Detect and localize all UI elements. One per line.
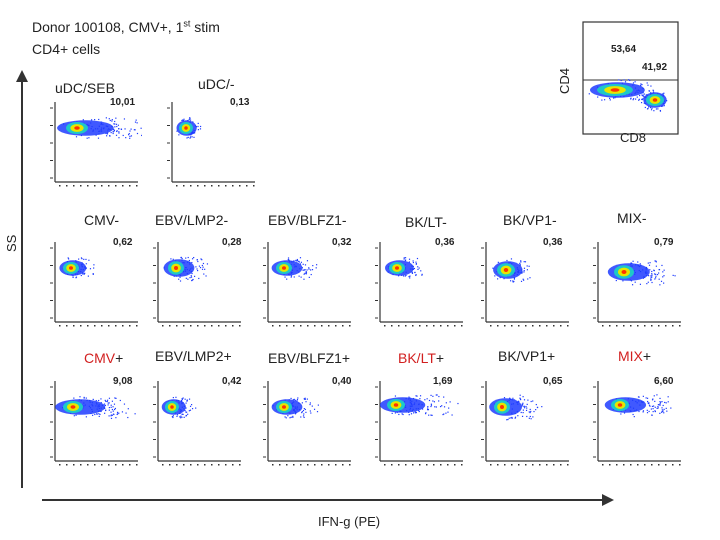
row-minus-label-4: BK/LT-: [405, 214, 447, 230]
row-minus-label-3: EBV/BLFZ1-: [268, 212, 347, 228]
row-plus-label-5: BK/VP1+: [498, 348, 556, 364]
row-plus-label-6: MIX+: [618, 348, 652, 364]
row-plus-label-1: CMV+: [84, 350, 124, 366]
title-line2: CD4+ cells: [32, 40, 101, 57]
control-label-seb: uDC/SEB: [55, 80, 115, 96]
cd4-upper-value: 53,64: [611, 44, 637, 55]
figure-title: Donor 100108, CMV+, 1st stim CD4+ cells: [32, 12, 220, 60]
row-plus-plot-3: [263, 381, 351, 466]
row-minus-value-2: 0,28: [222, 237, 242, 248]
ifng-axis-arrow: [42, 494, 614, 506]
row-minus-plot-6: [593, 242, 681, 327]
ss-axis-arrow: [16, 70, 28, 488]
row-plus-plot-5: [481, 381, 569, 466]
row-plus-value-3: 0,40: [332, 376, 352, 387]
control-plot-seb: [50, 102, 142, 187]
row-minus-label-5: BK/VP1-: [503, 212, 557, 228]
row-minus-plot-3: [263, 242, 351, 327]
row-minus-value-6: 0,79: [654, 237, 674, 248]
row-minus-plot-1: [50, 242, 138, 327]
cd4-lower-value: 41,92: [642, 62, 668, 73]
control-value-seb: 10,01: [110, 97, 136, 108]
cd8-axis-label: CD8: [620, 130, 647, 145]
row-plus-label-4: BK/LT+: [398, 350, 445, 366]
row-minus-value-1: 0,62: [113, 237, 133, 248]
row-minus-label-6: MIX-: [617, 210, 647, 226]
row-plus-plot-2: [153, 381, 241, 466]
ifng-axis-label: IFN-g (PE): [318, 514, 381, 529]
row-minus-value-4: 0,36: [435, 237, 455, 248]
row-plus-plot-6: [593, 381, 681, 466]
row-plus-plot-1: [50, 381, 138, 466]
row-plus-value-5: 0,65: [543, 376, 563, 387]
row-plus-plot-4: [375, 381, 463, 466]
control-plot-unstim: [167, 102, 255, 187]
ss-axis-label: SS: [4, 234, 19, 252]
row-minus-value-3: 0,32: [332, 237, 352, 248]
cd4-axis-label: CD4: [557, 67, 572, 94]
row-plus-value-6: 6,60: [654, 376, 674, 387]
control-label-unstim: uDC/-: [198, 76, 235, 92]
row-minus-plot-5: [481, 242, 569, 327]
row-minus-plot-4: [375, 242, 463, 327]
row-plus-value-1: 9,08: [113, 376, 133, 387]
row-plus-label-2: EBV/LMP2+: [155, 348, 232, 364]
row-plus-value-2: 0,42: [222, 376, 242, 387]
row-plus-label-3: EBV/BLFZ1+: [268, 350, 351, 366]
control-value-unstim: 0,13: [230, 97, 250, 108]
row-minus-label-2: EBV/LMP2-: [155, 212, 229, 228]
title-line1: Donor 100108, CMV+, 1st stim: [32, 18, 220, 35]
row-plus-value-4: 1,69: [433, 376, 453, 387]
row-minus-plot-2: [153, 242, 241, 327]
row-minus-label-1: CMV-: [84, 212, 119, 228]
row-minus-value-5: 0,36: [543, 237, 563, 248]
cd4-cd8-plot: [582, 21, 679, 135]
